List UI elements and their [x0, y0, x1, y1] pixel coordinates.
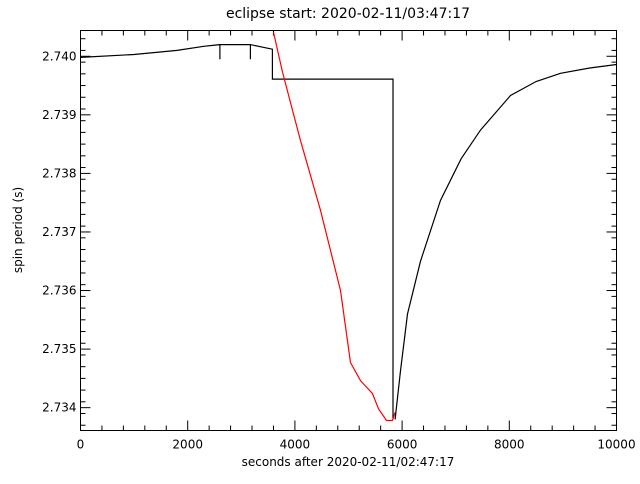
plot-frame [80, 30, 617, 431]
series-line-0 [80, 43, 394, 420]
x-tick-label: 8000 [494, 438, 525, 452]
series-line-1 [272, 32, 396, 422]
y-tick-label: 2.739 [42, 108, 76, 122]
y-tick-label: 2.740 [42, 49, 76, 63]
chart-title: eclipse start: 2020-02-11/03:47:17 [226, 6, 470, 22]
y-tick-label: 2.736 [42, 284, 76, 298]
y-tick-label: 2.735 [42, 342, 76, 356]
x-axis-label: seconds after 2020-02-11/02:47:17 [242, 455, 455, 469]
x-tick-label: 0 [77, 438, 85, 452]
y-tick-label: 2.734 [42, 401, 76, 415]
x-tick-label: 10000 [597, 438, 635, 452]
y-tick-label: 2.737 [42, 225, 76, 239]
x-tick-label: 2000 [172, 438, 203, 452]
series-line-2 [394, 63, 617, 420]
y-axis-label: spin period (s) [11, 187, 25, 273]
x-tick-label: 6000 [387, 438, 418, 452]
x-tick-label: 4000 [280, 438, 311, 452]
y-tick-label: 2.738 [42, 166, 76, 180]
